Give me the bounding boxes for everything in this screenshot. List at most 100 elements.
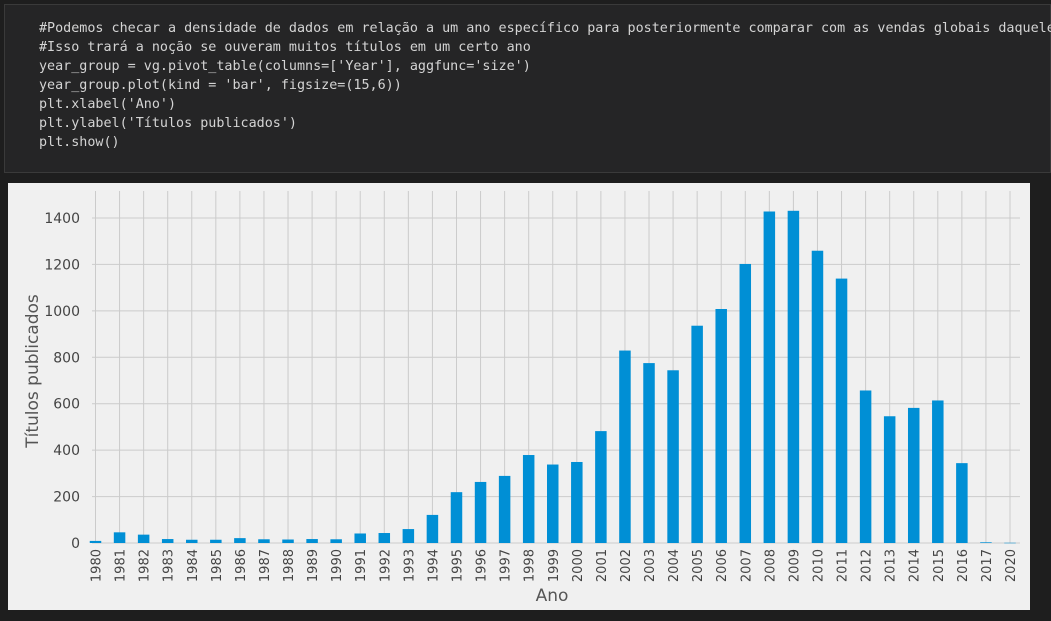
bar-2010: [811, 250, 824, 543]
x-tick-label: 1985: [210, 549, 225, 582]
bar-1998: [522, 455, 535, 543]
bar-1992: [378, 533, 391, 543]
x-tick-label: 2005: [691, 549, 706, 582]
x-tick-label: 2010: [811, 549, 826, 582]
y-tick-label: 1000: [44, 304, 80, 320]
bar-1988: [282, 539, 294, 543]
x-tick-label: 1998: [523, 549, 538, 582]
x-tick-label: 2011: [836, 549, 851, 582]
x-tick-label: 1986: [234, 549, 249, 582]
bar-2015: [932, 400, 944, 543]
x-tick-label: 1989: [306, 549, 321, 582]
x-tick-label: 2013: [884, 549, 899, 582]
x-tick-label: 1999: [547, 549, 562, 582]
x-tick-labels: 1980 1981 1982 1983 1984 1985 1986 1987 1988 1989…: [90, 549, 1020, 582]
bar-2013: [883, 416, 896, 543]
bar-1980: [89, 540, 102, 543]
bar-1999: [547, 464, 559, 543]
x-tick-label: 2016: [956, 549, 971, 582]
bar-1983: [161, 539, 174, 543]
bar-2014: [907, 407, 920, 543]
bars: [89, 210, 1016, 544]
x-tick-label: 2020: [1004, 549, 1019, 582]
x-tick-label: 2012: [860, 549, 875, 582]
y-tick-label: 800: [53, 350, 80, 366]
bar-1994: [426, 514, 439, 543]
bar-2020: [1004, 542, 1016, 544]
bar-2017: [980, 542, 992, 543]
y-tick-label: 1200: [44, 257, 80, 273]
x-tick-label: 2009: [787, 549, 802, 582]
x-tick-label: 1995: [450, 549, 465, 582]
bar-1997: [498, 475, 511, 543]
y-tick-label: 0: [71, 536, 80, 552]
bar-1995: [450, 492, 463, 543]
y-tick-labels: 0 200 400 600 800 1000 1200 1400: [44, 211, 80, 552]
code-line[interactable]: plt.ylabel('Títulos publicados'): [39, 116, 297, 131]
code-line[interactable]: plt.xlabel('Ano'): [39, 97, 177, 112]
x-tick-label: 2003: [643, 549, 658, 582]
x-tick-label: 2001: [595, 549, 610, 582]
x-tick-label: 1994: [426, 549, 441, 582]
bar-1991: [354, 533, 366, 543]
y-tick-label: 400: [53, 443, 80, 459]
x-tick-label: 1980: [90, 549, 105, 582]
plot-output: 0 200 400 600 800 1000 1200 1400 1980 1981 1982 19…: [8, 183, 1030, 610]
y-tick-label: 1400: [44, 211, 80, 227]
bar-1981: [113, 532, 126, 543]
code-line[interactable]: plt.show(): [39, 135, 120, 150]
bar-1984: [186, 539, 198, 543]
x-tick-label: 2017: [980, 549, 995, 582]
bar-1993: [402, 529, 415, 543]
y-tick-label: 600: [53, 397, 80, 413]
x-tick-label: 2002: [619, 549, 634, 582]
x-axis-label: Ano: [536, 586, 569, 606]
bar-2008: [763, 211, 776, 543]
x-tick-label: 1988: [282, 549, 297, 582]
bar-2002: [619, 350, 631, 543]
code-line[interactable]: #Isso trará a noção se ouveram muitos tí…: [39, 40, 531, 55]
bar-1982: [137, 534, 150, 543]
x-tick-label: 1991: [354, 549, 369, 582]
bar-1987: [258, 539, 270, 543]
code-line[interactable]: year_group.plot(kind = 'bar', figsize=(1…: [39, 78, 402, 93]
bar-2007: [739, 263, 752, 543]
code-cell[interactable]: #Podemos checar a densidade de dados em …: [4, 4, 1051, 173]
x-tick-label: 1987: [258, 549, 273, 582]
x-tick-label: 1997: [499, 549, 514, 582]
bar-2000: [571, 461, 583, 543]
x-tick-label: 1990: [330, 549, 345, 582]
bar-2009: [787, 210, 800, 543]
bar-2012: [859, 390, 872, 543]
bar-2004: [667, 370, 679, 543]
bar-2006: [715, 309, 727, 543]
bar-2016: [956, 463, 968, 543]
x-tick-label: 2000: [571, 549, 586, 582]
bar-2005: [691, 325, 703, 543]
x-tick-label: 2006: [715, 549, 730, 582]
y-tick-label: 200: [53, 490, 80, 506]
bar-2003: [643, 363, 655, 543]
bar-1996: [474, 481, 487, 543]
x-tick-label: 2007: [739, 549, 754, 582]
x-tick-label: 1984: [186, 549, 201, 582]
bar-1990: [330, 539, 342, 543]
y-axis-label: Títulos publicados: [23, 294, 43, 449]
x-tick-label: 1992: [378, 549, 393, 582]
bar-2011: [835, 278, 848, 543]
code-line[interactable]: #Podemos checar a densidade de dados em …: [39, 21, 1051, 36]
code-line[interactable]: year_group = vg.pivot_table(columns=['Ye…: [39, 59, 531, 74]
bar-1986: [234, 538, 246, 543]
x-tick-label: 2004: [667, 549, 682, 582]
bar-1985: [210, 539, 222, 543]
x-tick-label: 1983: [162, 549, 177, 582]
x-tick-label: 2008: [763, 549, 778, 582]
x-tick-label: 2014: [908, 549, 923, 582]
x-tick-label: 1982: [138, 549, 153, 582]
x-tick-label: 1996: [475, 549, 490, 582]
x-tick-label: 1993: [402, 549, 417, 582]
bar-2001: [595, 431, 607, 543]
x-tick-label: 2015: [932, 549, 947, 582]
x-tick-label: 1981: [114, 549, 129, 582]
